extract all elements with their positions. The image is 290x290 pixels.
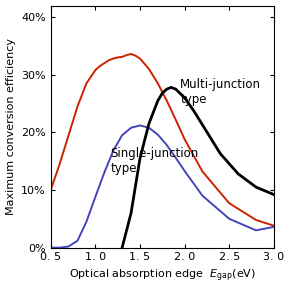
X-axis label: Optical absorption edge  $E_{\mathrm{gap}}$(eV): Optical absorption edge $E_{\mathrm{gap}…: [69, 268, 256, 284]
Text: Multi-junction
type: Multi-junction type: [180, 78, 261, 106]
Text: Single-junction
type: Single-junction type: [110, 147, 199, 175]
Y-axis label: Maximum conversion efficiency: Maximum conversion efficiency: [6, 38, 16, 215]
